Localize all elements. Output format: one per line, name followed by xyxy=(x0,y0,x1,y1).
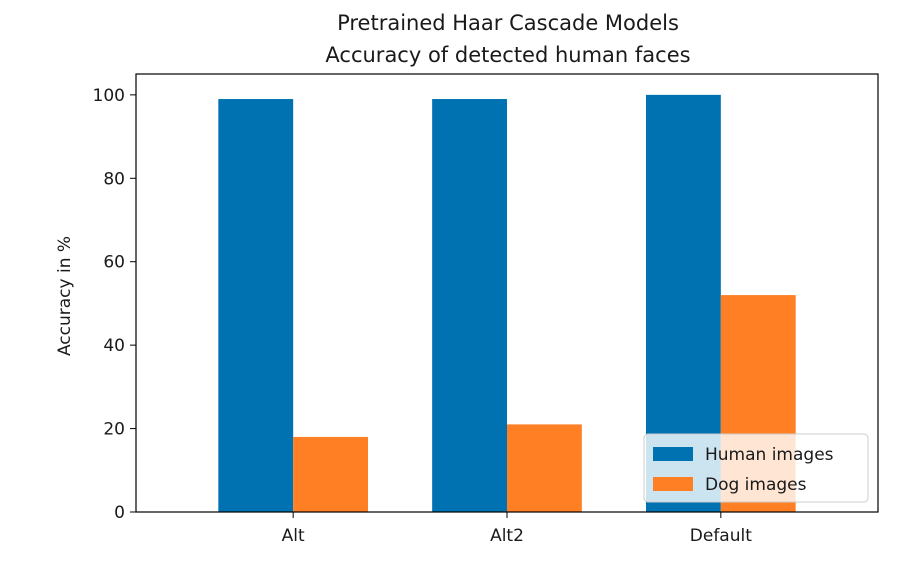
y-tick-label: 20 xyxy=(103,420,125,440)
y-axis-label: Accuracy in % xyxy=(55,236,75,356)
y-tick-label: 80 xyxy=(103,169,125,189)
x-tick-label: Alt xyxy=(282,526,305,546)
bar-human-images-alt xyxy=(218,99,294,513)
chart-subtitle: Accuracy of detected human faces xyxy=(325,43,690,67)
bar-human-images-alt2 xyxy=(432,99,507,513)
x-tick-label: Alt2 xyxy=(490,526,524,546)
x-tick-label: Default xyxy=(690,526,752,546)
x-ticks-group: Alt Alt2 Default xyxy=(282,512,752,546)
legend-box xyxy=(643,433,869,503)
y-ticks-group: 0 20 40 60 80 100 xyxy=(93,86,136,523)
y-tick-label: 100 xyxy=(93,86,125,106)
legend-label: Dog images xyxy=(705,475,807,495)
plot-frame xyxy=(135,73,879,513)
y-tick-label: 60 xyxy=(103,253,125,273)
chart-title: Pretrained Haar Cascade Models xyxy=(337,11,679,35)
legend-label: Human images xyxy=(705,445,834,465)
bar-dog-images-alt2 xyxy=(507,424,582,512)
bars-group xyxy=(218,94,796,513)
bar-dog-images-alt xyxy=(293,436,369,512)
legend-swatch xyxy=(653,447,693,461)
legend: Human images Dog images xyxy=(643,433,869,503)
y-tick-label: 0 xyxy=(114,503,125,523)
legend-swatch xyxy=(653,477,693,491)
y-tick-label: 40 xyxy=(103,336,125,356)
